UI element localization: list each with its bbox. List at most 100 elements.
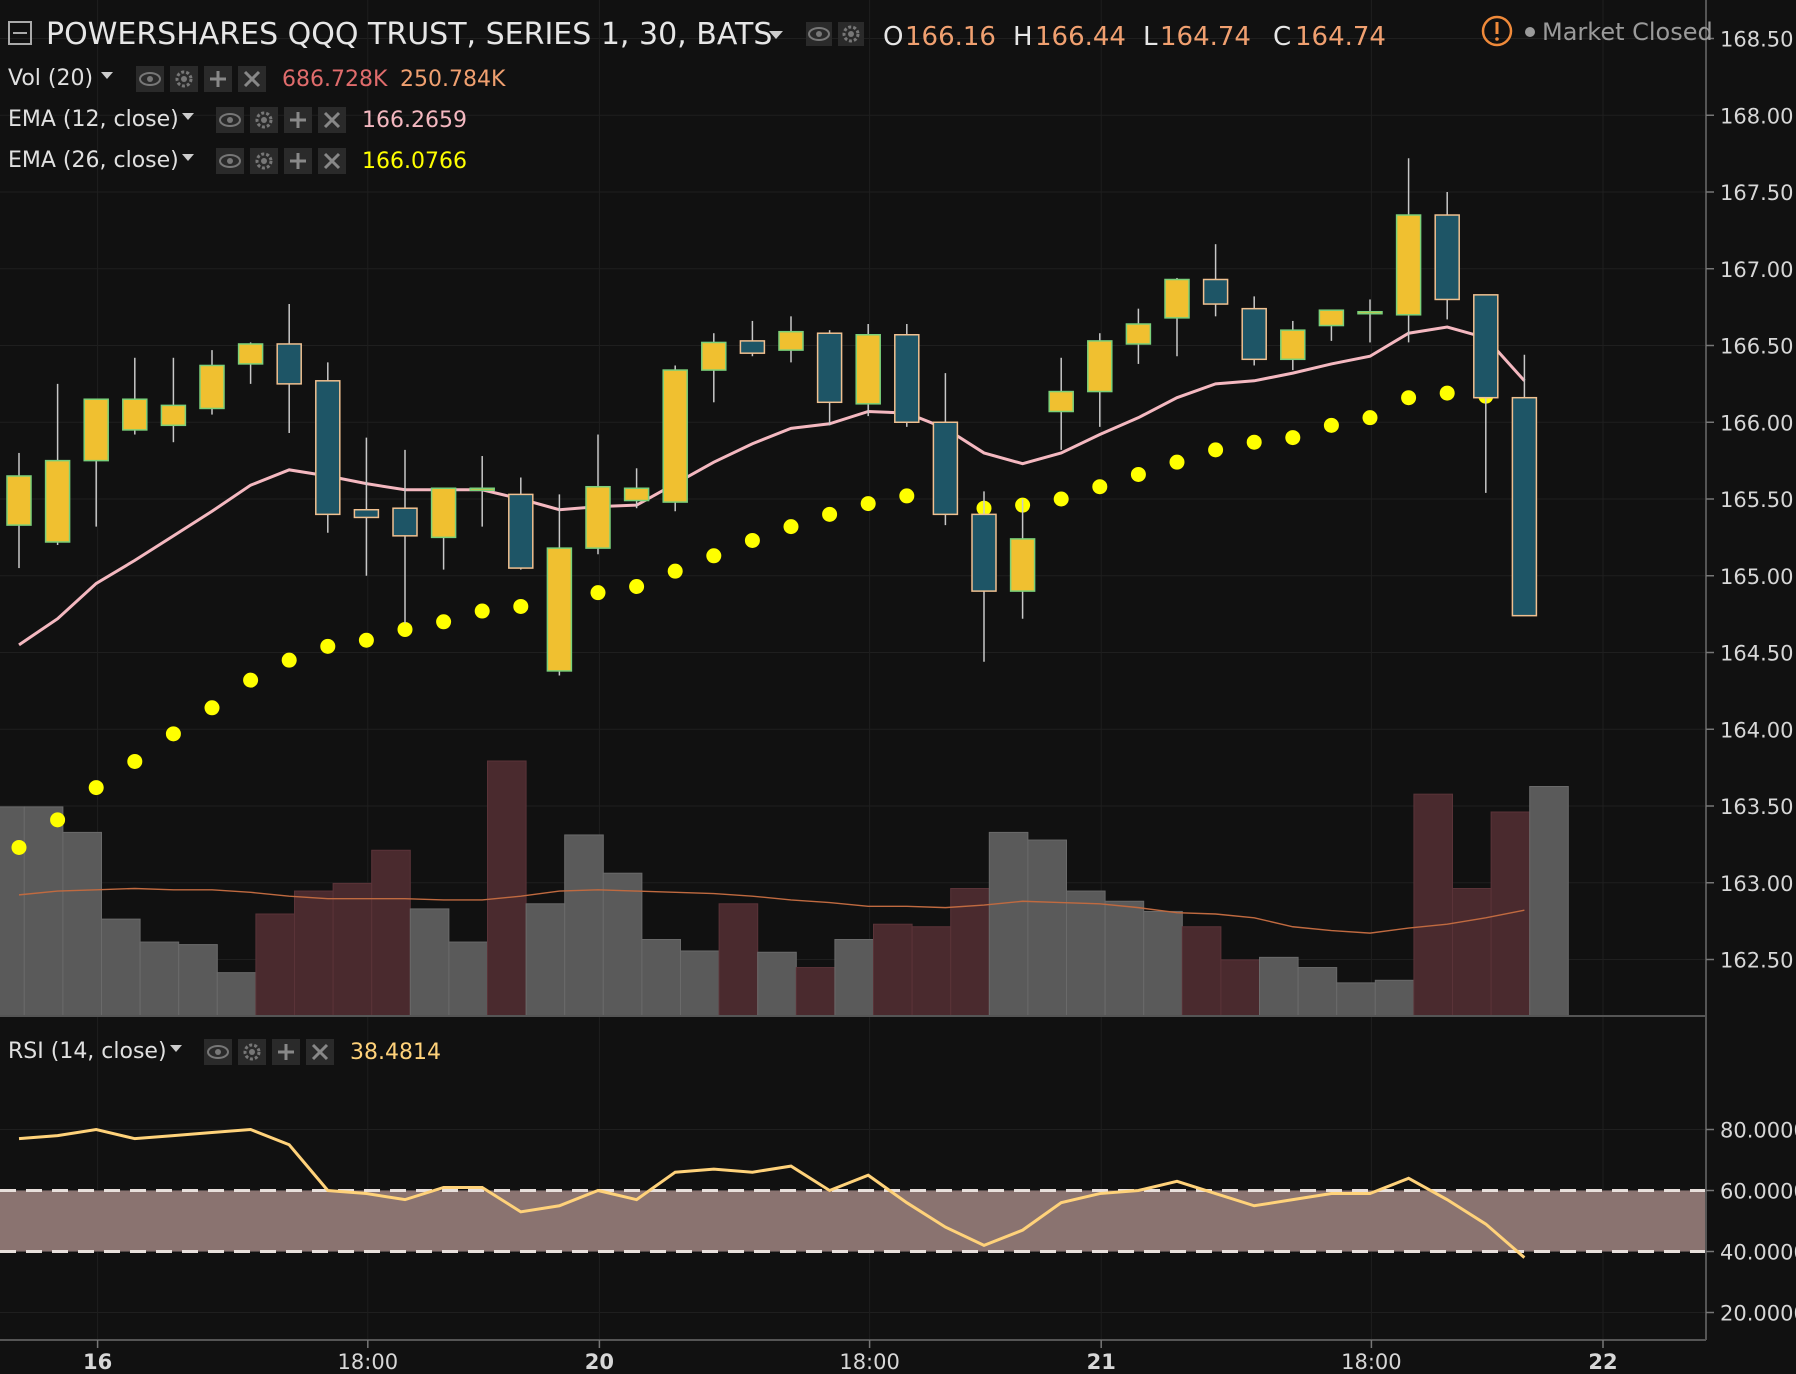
candle-up	[623, 468, 650, 509]
chevron-down-icon[interactable]	[769, 31, 783, 39]
rsi-pane[interactable]	[0, 1127, 1706, 1259]
price-tick-label: 162.50	[1720, 949, 1793, 973]
ohlc-label: C	[1273, 22, 1291, 52]
gear-icon[interactable]	[838, 22, 864, 46]
close-icon[interactable]	[318, 148, 346, 174]
candle-body	[932, 421, 959, 516]
eye-pupil	[215, 1049, 221, 1055]
candle-body	[894, 334, 920, 424]
volume-bar	[911, 926, 952, 1017]
candle-body	[353, 508, 380, 519]
time-tick-label: 18:00	[338, 1350, 399, 1374]
ema26-dot	[1246, 434, 1262, 450]
candle-body	[392, 507, 418, 537]
gear-icon[interactable]	[250, 107, 278, 133]
candle-up	[160, 357, 187, 443]
gear-teeth	[255, 111, 273, 129]
candle-body	[701, 341, 727, 371]
candle-up	[122, 357, 148, 435]
plus-icon[interactable]	[204, 66, 232, 92]
volume-bar	[62, 831, 102, 1017]
ema26-dot	[1208, 442, 1224, 458]
rsi-tick-label: 60.0000	[1720, 1180, 1796, 1204]
volume-bar	[1066, 890, 1106, 1017]
eye-icon[interactable]	[216, 107, 244, 133]
volume-bar	[641, 939, 682, 1017]
ema26-dot	[1323, 417, 1339, 433]
volume-bar	[23, 806, 64, 1017]
price-tick-label: 163.00	[1720, 872, 1793, 896]
price-tick-label: 164.50	[1720, 642, 1793, 666]
candle-body	[1511, 396, 1538, 617]
chevron-down-icon[interactable]	[170, 1045, 182, 1052]
gear-teeth	[175, 70, 193, 88]
candle-down	[353, 437, 380, 576]
close-icon[interactable]	[306, 1039, 334, 1065]
volume-ma-line	[18, 887, 1525, 934]
volume-bar	[1181, 926, 1222, 1017]
candle-down	[276, 304, 302, 433]
ema12-legend: EMA (12, close) 166.2659	[8, 107, 467, 133]
candle-body	[1164, 278, 1190, 319]
plus-icon[interactable]	[284, 107, 312, 133]
alert-circle-icon[interactable]	[1481, 15, 1513, 47]
volume-bar	[448, 941, 488, 1017]
volume-bar	[0, 806, 25, 1017]
rsi-axis[interactable]: 80.0000 60.0000 40.0000 20.0000	[1706, 1119, 1796, 1326]
vol-label[interactable]: Vol (20)	[8, 66, 93, 91]
eye-icon[interactable]	[216, 148, 244, 174]
symbol-title[interactable]: POWERSHARES QQQ TRUST, SERIES 1, 30, BAT…	[46, 17, 772, 52]
volume-bar	[332, 882, 373, 1017]
chevron-down-icon[interactable]	[182, 154, 194, 161]
candle-up	[83, 398, 109, 527]
close-icon[interactable]	[318, 107, 346, 133]
candle-body	[237, 343, 264, 365]
volume-bar	[1143, 910, 1183, 1017]
collapse-icon[interactable]	[8, 21, 32, 45]
candle-up	[1357, 299, 1383, 343]
price-tick-label: 164.00	[1720, 718, 1793, 742]
candle-body	[971, 513, 997, 592]
volume-bar	[1452, 888, 1492, 1017]
chevron-down-icon[interactable]	[182, 113, 194, 120]
eye-icon[interactable]	[204, 1039, 232, 1065]
candle-down	[1434, 192, 1460, 320]
rsi-label[interactable]: RSI (14, close)	[8, 1039, 167, 1064]
ema26-dot	[1053, 491, 1069, 507]
candle-body	[160, 404, 187, 427]
volume-bar	[216, 972, 257, 1017]
vol-value: 686.728K	[282, 67, 388, 92]
ema26-dot	[1092, 479, 1108, 495]
candle-body	[1280, 329, 1306, 361]
candle-up	[585, 434, 611, 555]
price-axis[interactable]: 168.50 168.00 167.50 167.00 166.50 166.00 165.…	[1706, 28, 1793, 973]
candle-up	[1087, 333, 1113, 427]
gear-icon[interactable]	[238, 1039, 266, 1065]
volume-bar	[1104, 900, 1145, 1017]
ema12-value: 166.2659	[362, 108, 467, 133]
time-tick-label: 18:00	[839, 1350, 900, 1374]
chevron-down-icon[interactable]	[101, 72, 113, 79]
candle-body	[1395, 214, 1422, 316]
ema26-label[interactable]: EMA (26, close)	[8, 148, 179, 173]
eye-icon[interactable]	[806, 22, 832, 46]
time-tick-label: 20	[585, 1350, 614, 1374]
ohlc-value: 164.74	[1160, 22, 1251, 52]
candle-body	[44, 459, 71, 543]
rsi-legend: RSI (14, close) 38.4814	[8, 1039, 441, 1065]
volume-bar	[873, 923, 913, 1017]
ema26-dot	[127, 753, 143, 769]
gear-icon[interactable]	[250, 148, 278, 174]
eye-icon[interactable]	[136, 66, 164, 92]
plus-icon[interactable]	[272, 1039, 300, 1065]
candle-body	[1434, 214, 1460, 301]
gear-icon[interactable]	[170, 66, 198, 92]
plus-icon[interactable]	[284, 148, 312, 174]
close-icon[interactable]	[238, 66, 266, 92]
ema12-label[interactable]: EMA (12, close)	[8, 107, 179, 132]
ohlc-values: O 166.16 H 166.44 L 164.74 C 164.74	[883, 22, 1386, 52]
ema26-dot	[474, 603, 490, 619]
time-axis[interactable]: 16 18:00 20 18:00 21 18:00 22	[83, 1340, 1618, 1374]
volume-bar	[718, 903, 759, 1017]
